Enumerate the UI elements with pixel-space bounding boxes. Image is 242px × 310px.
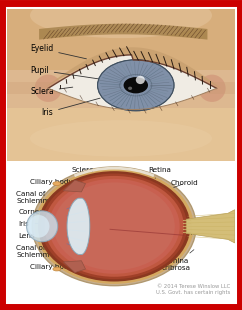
Text: © 2014 Terese Winslow LLC
U.S. Govt. has certain rights: © 2014 Terese Winslow LLC U.S. Govt. has… — [156, 284, 230, 295]
Text: Canal of
Schlemm: Canal of Schlemm — [16, 191, 59, 204]
Text: Canal of
Schlemm: Canal of Schlemm — [16, 246, 59, 259]
Ellipse shape — [27, 211, 58, 242]
Polygon shape — [44, 47, 221, 88]
Bar — [7, 9, 235, 70]
Ellipse shape — [136, 76, 145, 84]
Text: Ciliary body: Ciliary body — [30, 261, 73, 270]
Text: Eyelid: Eyelid — [30, 44, 86, 59]
Text: Lamina
cribrosa: Lamina cribrosa — [162, 250, 194, 271]
Text: Lens: Lens — [19, 233, 61, 239]
Ellipse shape — [30, 120, 212, 157]
Ellipse shape — [38, 171, 190, 281]
Ellipse shape — [28, 215, 49, 237]
Bar — [7, 82, 235, 94]
Text: Retina: Retina — [148, 167, 171, 179]
Circle shape — [124, 77, 148, 93]
Bar — [7, 117, 235, 132]
Text: Pupil: Pupil — [30, 65, 118, 82]
Text: Vitreous humor: Vitreous humor — [93, 214, 149, 220]
Text: Sclera: Sclera — [71, 167, 94, 179]
Circle shape — [98, 60, 174, 111]
Polygon shape — [39, 24, 207, 40]
Text: Ciliary body: Ciliary body — [30, 179, 73, 188]
Polygon shape — [48, 55, 217, 109]
Ellipse shape — [53, 267, 61, 271]
Bar — [7, 108, 235, 161]
Ellipse shape — [53, 182, 175, 270]
Ellipse shape — [41, 174, 187, 279]
Ellipse shape — [53, 182, 61, 185]
Ellipse shape — [198, 75, 226, 102]
Polygon shape — [63, 180, 85, 192]
Ellipse shape — [45, 176, 184, 277]
Polygon shape — [63, 261, 85, 272]
Text: Iris: Iris — [19, 221, 54, 227]
Ellipse shape — [30, 0, 212, 38]
Ellipse shape — [32, 167, 196, 286]
Polygon shape — [186, 210, 235, 243]
Ellipse shape — [49, 179, 180, 274]
Text: Iris: Iris — [41, 98, 100, 117]
Ellipse shape — [35, 169, 194, 284]
Ellipse shape — [128, 86, 132, 90]
Text: Choroid: Choroid — [171, 180, 199, 188]
Text: Optic nerve: Optic nerve — [169, 230, 211, 236]
Text: Cornea: Cornea — [19, 209, 44, 215]
Ellipse shape — [35, 75, 62, 102]
Text: Sclera: Sclera — [30, 87, 73, 96]
Polygon shape — [67, 198, 90, 255]
